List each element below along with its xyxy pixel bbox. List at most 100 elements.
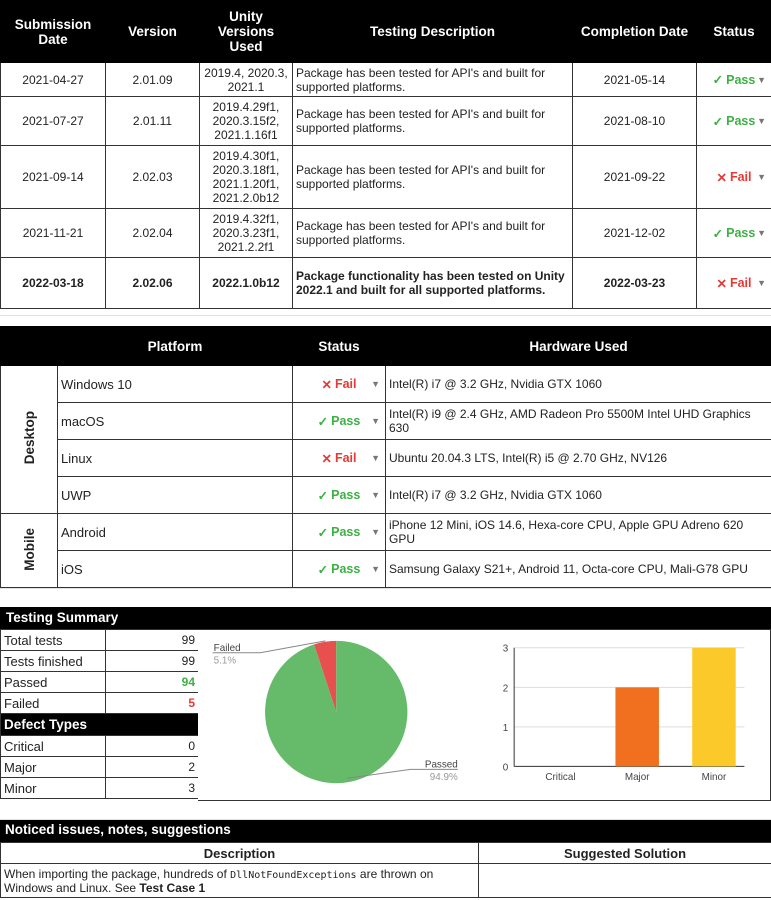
- group-desktop: Desktop: [0, 365, 58, 514]
- status-dropdown[interactable]: ✓ Pass ▼: [696, 208, 771, 258]
- summary-value-text: 94: [181, 675, 195, 689]
- dropdown-arrow-icon[interactable]: ▼: [757, 172, 766, 182]
- hardware: Intel(R) i7 @ 3.2 GHz, Nvidia GTX 1060: [385, 476, 771, 514]
- platform-status-dropdown[interactable]: ✕ Fail ▼: [292, 439, 386, 477]
- status-label: Fail: [334, 377, 357, 391]
- submission-date: 2021-04-27: [0, 62, 106, 97]
- completion-date: 2021-12-02: [572, 208, 697, 258]
- note-text: When importing the package, hundreds of: [4, 866, 231, 881]
- status-label: Pass: [331, 562, 361, 576]
- group-mobile: Mobile: [0, 513, 58, 588]
- defect-label: Critical: [0, 735, 106, 757]
- platform-name: Windows 10: [57, 365, 293, 403]
- x-icon: ✕: [716, 276, 727, 291]
- status-label: Fail: [729, 170, 752, 184]
- dropdown-arrow-icon[interactable]: ▼: [757, 116, 766, 126]
- dropdown-arrow-icon[interactable]: ▼: [757, 74, 766, 85]
- y-tick-label: 1: [503, 723, 509, 734]
- dropdown-arrow-icon[interactable]: ▼: [371, 564, 380, 574]
- summary-value: 94: [105, 671, 199, 693]
- defect-value: 0: [105, 735, 199, 757]
- platform-row: UWP ✓ Pass ▼ Intel(R) i7 @ 3.2 GHz, Nvidia…: [1, 476, 771, 514]
- x-icon: ✕: [321, 451, 332, 466]
- version-row: 2021-04-27 2.01.09 2019.4, 2020.3, 2021.…: [0, 62, 771, 97]
- test-case-link[interactable]: Test Case 1: [139, 880, 206, 895]
- platforms-table: Platform Status Hardware Used Desktop Wi…: [0, 326, 771, 588]
- summary-table: Total tests 99 Tests finished 99 Passed 94 Fai…: [0, 629, 199, 799]
- platform-status-dropdown[interactable]: ✓ Pass ▼: [292, 550, 386, 588]
- testing-description: Package has been tested for API's and bu…: [292, 208, 573, 258]
- x-tick-label: Minor: [702, 772, 727, 783]
- defect-types-title: Defect Types: [0, 713, 199, 736]
- pie-slice-passed: [265, 640, 408, 784]
- platform-name: iOS: [57, 550, 293, 588]
- status-dropdown[interactable]: ✕ Fail ▼: [696, 257, 771, 309]
- dropdown-arrow-icon[interactable]: ▼: [371, 490, 380, 500]
- dropdown-arrow-icon[interactable]: ▼: [371, 453, 380, 463]
- platform-row: macOS ✓ Pass ▼ Intel(R) i9 @ 2.4 GHz, AMD …: [1, 402, 771, 440]
- note-code: DllNotFoundExceptions: [230, 869, 357, 881]
- header-platform-status: Status: [292, 326, 386, 366]
- version-row: 2021-09-14 2.02.03 2019.4.30f1, 2020.3.1…: [0, 145, 771, 209]
- note-description: When importing the package, hundreds of …: [0, 863, 479, 898]
- bar-minor: [692, 647, 736, 767]
- x-tick-label: Critical: [545, 772, 575, 783]
- dropdown-arrow-icon[interactable]: ▼: [371, 416, 380, 426]
- check-icon: ✓: [712, 226, 724, 241]
- check-icon: ✓: [317, 562, 329, 577]
- hardware: iPhone 12 Mini, iOS 14.6, Hexa-core CPU,…: [385, 513, 771, 551]
- dropdown-arrow-icon[interactable]: ▼: [757, 228, 766, 238]
- platform-status-dropdown[interactable]: ✕ Fail ▼: [292, 365, 386, 403]
- header-status: Status: [696, 0, 771, 63]
- note-solution[interactable]: [478, 863, 771, 898]
- unity-versions: 2019.4.32f1, 2020.3.23f1, 2021.2.2f1: [199, 208, 293, 258]
- pie-pct-failed: 5.1%: [214, 656, 237, 667]
- version: 2.01.11: [105, 96, 200, 146]
- summary-label: Total tests: [0, 629, 106, 651]
- notes-table: Description Suggested Solution When impor…: [0, 842, 771, 898]
- defect-label: Minor: [0, 777, 106, 799]
- pie-label-passed: Passed: [425, 759, 458, 770]
- platform-status-dropdown[interactable]: ✓ Pass ▼: [292, 513, 386, 551]
- platform-name: UWP: [57, 476, 293, 514]
- unity-versions: 2022.1.0b12: [199, 257, 293, 309]
- version-row: 2022-03-18 2.02.06 2022.1.0b12 Package f…: [0, 257, 771, 309]
- status-dropdown[interactable]: ✓ Pass ▼: [696, 96, 771, 146]
- version-row: 2021-07-27 2.01.11 2019.4.29f1, 2020.3.1…: [0, 96, 771, 146]
- summary-label: Passed: [0, 671, 106, 693]
- defect-label: Major: [0, 756, 106, 778]
- platform-row: Linux ✕ Fail ▼ Ubuntu 20.04.3 LTS, Intel(R…: [1, 439, 771, 477]
- testing-description: Package functionality has been tested on…: [292, 257, 573, 309]
- status-label: Pass: [331, 488, 361, 502]
- summary-label: Tests finished: [0, 650, 106, 672]
- x-tick-label: Major: [625, 772, 650, 783]
- check-icon: ✓: [712, 73, 724, 87]
- dropdown-arrow-icon[interactable]: ▼: [371, 379, 380, 389]
- y-tick-label: 2: [503, 683, 509, 694]
- status-dropdown[interactable]: ✕ Fail ▼: [696, 145, 771, 209]
- status-dropdown[interactable]: ✓ Pass ▼: [696, 62, 771, 97]
- unity-versions: 2019.4.30f1, 2020.3.18f1, 2021.1.20f1, 2…: [199, 145, 293, 209]
- bar-major: [615, 687, 659, 767]
- x-icon: ✕: [321, 377, 332, 392]
- platform-status-dropdown[interactable]: ✓ Pass ▼: [292, 402, 386, 440]
- testing-description: Package has been tested for API's and bu…: [292, 96, 573, 146]
- defect-value: 3: [105, 777, 199, 799]
- hardware: Intel(R) i9 @ 2.4 GHz, AMD Radeon Pro 55…: [385, 402, 771, 440]
- group-label: Desktop: [21, 411, 37, 465]
- status-label: Fail: [334, 451, 357, 465]
- version-row: 2021-11-21 2.02.04 2019.4.32f1, 2020.3.2…: [0, 208, 771, 258]
- versions-table: Submission Date Version Unity Versions U…: [0, 0, 771, 309]
- testing-description: Package has been tested for API's and bu…: [292, 145, 573, 209]
- pie-leader-line: [212, 640, 326, 654]
- platform-status-dropdown[interactable]: ✓ Pass ▼: [292, 476, 386, 514]
- testing-description: Package has been tested for API's and bu…: [292, 62, 573, 97]
- unity-versions: 2019.4, 2020.3, 2021.1: [199, 62, 293, 97]
- status-label: Pass: [726, 226, 756, 240]
- note-text-2: are thrown on Windows and Linux. See: [4, 866, 434, 895]
- header-testing-description: Testing Description: [292, 0, 573, 63]
- dropdown-arrow-icon[interactable]: ▼: [371, 527, 380, 537]
- dropdown-arrow-icon[interactable]: ▼: [757, 278, 766, 288]
- header-platform: Platform: [57, 326, 293, 366]
- summary-value-text: 5: [188, 696, 195, 710]
